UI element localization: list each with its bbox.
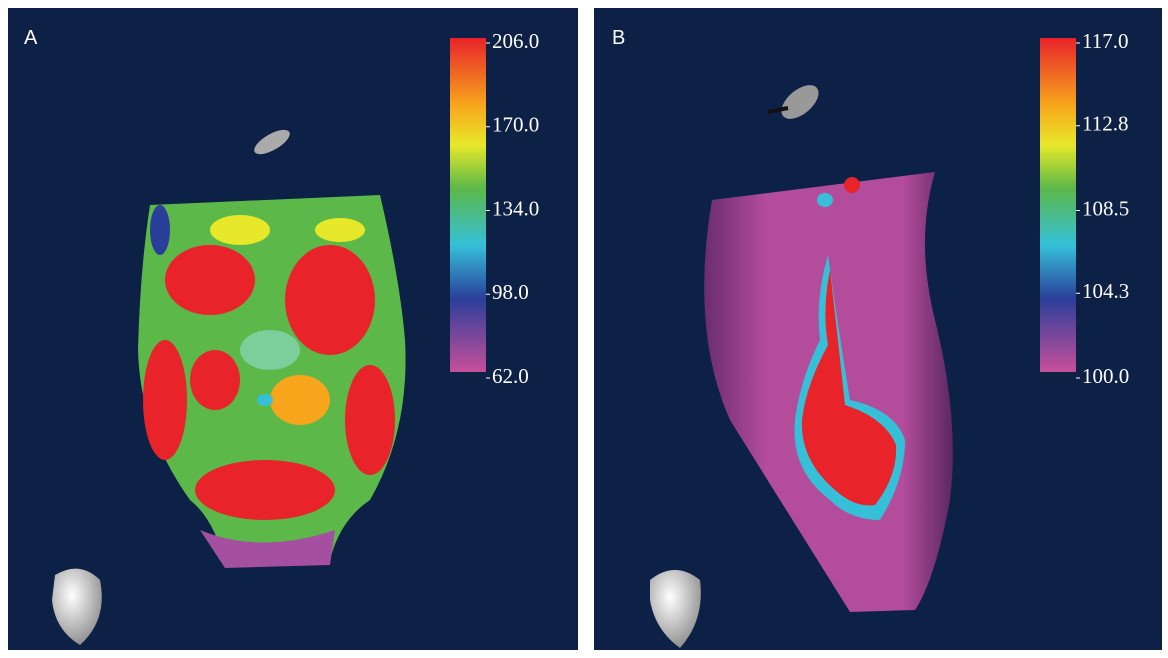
colorbar [450, 38, 486, 372]
colorbar-tick-label: 98.0 [492, 280, 529, 304]
colorbar-tick-label: 117.0 [1082, 29, 1128, 53]
panel-label: A [24, 27, 38, 49]
colorbar-tick-label: 134.0 [492, 196, 539, 220]
colorbar-tick-label: 170.0 [492, 113, 539, 137]
colorbar-tick-label: 112.8 [1082, 112, 1128, 136]
colorbar-tick-label: 100.0 [1082, 364, 1129, 388]
colorbar-tick-label: 104.3 [1082, 279, 1129, 303]
panel-label: B [612, 27, 625, 49]
figure: A 206.0 170.0 134.0 98.0 62.0 B 117.0 112.8 10… [0, 0, 1168, 658]
colorbar-tick-label: 108.5 [1082, 196, 1129, 220]
colorbar-tick-label: 206.0 [492, 29, 539, 53]
colorbar-tick-label: 62.0 [492, 364, 529, 388]
colorbar [1040, 38, 1076, 372]
